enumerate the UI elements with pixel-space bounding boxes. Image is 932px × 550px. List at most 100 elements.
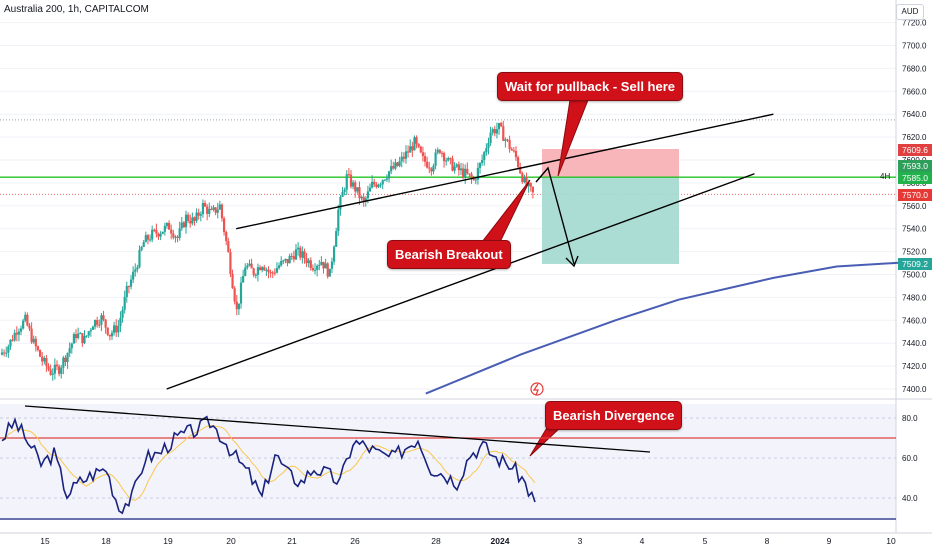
time-axis-label: 9 (827, 536, 832, 546)
candle-body (299, 247, 302, 258)
candle-body (345, 174, 348, 190)
candle-body (112, 325, 116, 333)
candle-body (15, 332, 18, 335)
candle-body (449, 158, 452, 160)
candle-body (445, 160, 448, 162)
candle-body (489, 132, 492, 144)
time-axis-label: 5 (703, 536, 708, 546)
rsi-divergence-line (24, 405, 651, 453)
candle-body (468, 173, 471, 175)
candle-body (157, 233, 160, 237)
take-profit-zone (542, 177, 679, 264)
candle-body (180, 222, 183, 229)
candle-body (214, 207, 217, 213)
candle-body (85, 335, 88, 337)
candle-body (483, 152, 486, 160)
candle-body (343, 189, 346, 192)
candle-body (248, 263, 251, 266)
candle-body (447, 158, 450, 161)
candle-body (26, 314, 29, 326)
candle-body (436, 149, 439, 153)
candle-body (313, 269, 317, 271)
candle-body (432, 165, 435, 172)
time-axis-label: 19 (163, 536, 173, 546)
candle-body (392, 166, 395, 169)
candle-body (523, 177, 526, 183)
callout-divergence[interactable]: Bearish Divergence (545, 401, 683, 430)
candle-body (210, 208, 213, 210)
candle-body (191, 217, 194, 224)
candle-body (108, 334, 111, 337)
candle-body (341, 191, 344, 197)
candle-body (487, 143, 490, 149)
time-axis-label: 8 (765, 536, 770, 546)
candle-body (409, 146, 412, 153)
candle-body (32, 338, 35, 343)
candle-body (153, 229, 156, 231)
candle-body (502, 126, 505, 141)
rsi-axis-label: 40.0 (902, 494, 918, 503)
candle-body (417, 143, 420, 147)
wedge-upper-line (236, 113, 774, 230)
candle-body (364, 198, 367, 202)
candle-body (7, 346, 10, 353)
candle-body (301, 251, 304, 258)
candle-body (212, 207, 215, 210)
candle-body (474, 179, 477, 181)
candle-body (330, 261, 334, 269)
candle-body (106, 327, 109, 335)
candle-body (282, 260, 285, 262)
time-axis-label: 20 (226, 536, 236, 546)
callout-pullback[interactable]: Wait for pullback - Sell here (497, 72, 683, 101)
candle-body (161, 231, 164, 234)
candle-body (303, 251, 306, 259)
price-axis-label: 7520.0 (902, 248, 927, 257)
candle-body (229, 252, 232, 274)
candle-body (459, 168, 463, 171)
candle-body (421, 152, 425, 157)
candle-body (286, 258, 289, 264)
candle-body (38, 350, 42, 357)
rsi-axis-label: 60.0 (902, 454, 918, 463)
price-axis-label: 7720.0 (902, 19, 927, 28)
candle-body (218, 204, 221, 210)
candle-body (104, 319, 107, 328)
candle-body (261, 267, 264, 271)
candle-body (159, 233, 162, 237)
candle-body (360, 196, 363, 199)
candle-body (400, 156, 403, 162)
candle-body (277, 265, 281, 269)
candle-body (292, 256, 295, 260)
candle-body (442, 153, 446, 162)
candle-body (516, 157, 520, 168)
candle-body (110, 332, 114, 337)
candle-body (311, 268, 315, 271)
callout-breakout[interactable]: Bearish Breakout (387, 240, 511, 269)
candle-body (396, 162, 399, 166)
candle-body (354, 182, 357, 192)
price-axis-label: 7440.0 (902, 339, 927, 348)
candle-body (519, 167, 522, 174)
candle-body (390, 166, 393, 172)
price-axis-label: 7540.0 (902, 225, 927, 234)
candle-body (493, 129, 496, 134)
candle-body (470, 174, 473, 178)
wedge-lower-line (166, 173, 755, 390)
candle-body (466, 168, 469, 174)
candle-body (79, 333, 82, 335)
candle-body (385, 178, 389, 180)
candle-body (41, 356, 44, 362)
candle-body (91, 326, 95, 330)
candle-body (504, 139, 507, 141)
candle-body (222, 218, 226, 233)
candle-body (269, 272, 272, 274)
candle-body (387, 171, 391, 179)
candle-body (525, 177, 528, 187)
candle-body (371, 181, 374, 188)
candle-body (51, 373, 54, 375)
currency-button[interactable]: AUD (896, 4, 924, 20)
candle-body (9, 339, 12, 347)
candle-body (136, 267, 139, 270)
candle-body (43, 358, 46, 362)
